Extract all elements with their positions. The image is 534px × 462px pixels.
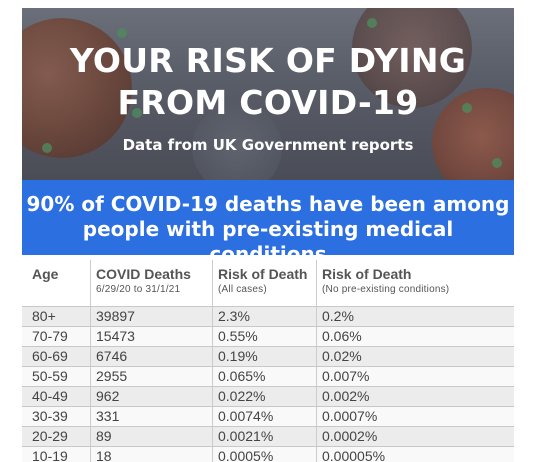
- cell-age: 50-59: [32, 368, 68, 384]
- cell-deaths: 962: [90, 387, 212, 406]
- cell-risk-all: 0.0074%: [212, 407, 316, 426]
- virus-illustration: [22, 18, 132, 158]
- cell-risk-all: 0.022%: [212, 387, 316, 406]
- cell-risk-no-conditions: 0.2%: [316, 307, 514, 326]
- virus-spike: [492, 158, 502, 168]
- cell-age: 70-79: [32, 328, 68, 344]
- cell-deaths: 89: [90, 427, 212, 446]
- infographic-poster: YOUR RISK OF DYING FROM COVID-19 Data fr…: [22, 8, 514, 462]
- cell-risk-all: 2.3%: [212, 307, 316, 326]
- table-row: 80+ 39897 2.3% 0.2%: [22, 306, 514, 326]
- cell-age: 80+: [32, 308, 56, 324]
- cell-risk-no-conditions: 0.06%: [316, 327, 514, 346]
- virus-spike: [367, 18, 377, 28]
- cell-risk-all: 0.0021%: [212, 427, 316, 446]
- header-age: Age: [32, 266, 59, 282]
- table-row: 40-49 962 0.022% 0.002%: [22, 386, 514, 406]
- cell-risk-no-conditions: 0.0007%: [316, 407, 514, 426]
- headline-banner: 90% of COVID-19 deaths have been among p…: [22, 180, 514, 266]
- virus-spike: [117, 28, 127, 38]
- table-row: 10-19 18 0.0005% 0.00005%: [22, 446, 514, 462]
- table-row: 60-69 6746 0.19% 0.02%: [22, 346, 514, 366]
- table-row: 30-39 331 0.0074% 0.0007%: [22, 406, 514, 426]
- cell-risk-no-conditions: 0.0002%: [316, 427, 514, 446]
- header-risk-all: Risk of Death (All cases): [212, 260, 316, 306]
- risk-table: Age COVID Deaths 6/29/20 to 31/1/21 Risk…: [22, 260, 514, 462]
- cell-risk-all: 0.55%: [212, 327, 316, 346]
- cell-risk-no-conditions: 0.007%: [316, 367, 514, 386]
- cell-deaths: 39897: [90, 307, 212, 326]
- cell-deaths: 2955: [90, 367, 212, 386]
- title-line-2: FROM COVID-19: [117, 83, 419, 122]
- cell-risk-all: 0.065%: [212, 367, 316, 386]
- page-title: YOUR RISK OF DYING FROM COVID-19: [22, 40, 514, 124]
- cell-age: 10-19: [32, 448, 68, 462]
- banner-line-1: 90% of COVID-19 deaths have been among: [26, 192, 510, 216]
- virus-illustration: [192, 103, 282, 180]
- hero-header: YOUR RISK OF DYING FROM COVID-19 Data fr…: [22, 8, 514, 180]
- cell-risk-no-conditions: 0.00005%: [316, 447, 514, 462]
- title-line-1: YOUR RISK OF DYING: [69, 41, 467, 80]
- cell-deaths: 15473: [90, 327, 212, 346]
- cell-risk-all: 0.19%: [212, 347, 316, 366]
- virus-spike: [132, 108, 142, 118]
- table-row: 20-29 89 0.0021% 0.0002%: [22, 426, 514, 446]
- cell-age: 30-39: [32, 408, 68, 424]
- cell-age: 60-69: [32, 348, 68, 364]
- virus-spike: [462, 103, 472, 113]
- source-subtitle: Data from UK Government reports: [122, 136, 414, 154]
- table-header: Age COVID Deaths 6/29/20 to 31/1/21 Risk…: [22, 260, 514, 306]
- header-risk-no-conditions: Risk of Death (No pre-existing condition…: [316, 260, 514, 306]
- cell-risk-no-conditions: 0.02%: [316, 347, 514, 366]
- cell-risk-no-conditions: 0.002%: [316, 387, 514, 406]
- cell-age: 20-29: [32, 428, 68, 444]
- cell-deaths: 18: [90, 447, 212, 462]
- header-covid-deaths: COVID Deaths 6/29/20 to 31/1/21: [90, 260, 212, 306]
- cell-deaths: 6746: [90, 347, 212, 366]
- table-row: 70-79 15473 0.55% 0.06%: [22, 326, 514, 346]
- cell-risk-all: 0.0005%: [212, 447, 316, 462]
- cell-age: 40-49: [32, 388, 68, 404]
- virus-spike: [42, 143, 52, 153]
- table-body: 80+ 39897 2.3% 0.2% 70-79 15473 0.55% 0.…: [22, 306, 514, 462]
- table-row: 50-59 2955 0.065% 0.007%: [22, 366, 514, 386]
- cell-deaths: 331: [90, 407, 212, 426]
- banner-line-2: people with pre-existing medical conditi…: [82, 217, 454, 266]
